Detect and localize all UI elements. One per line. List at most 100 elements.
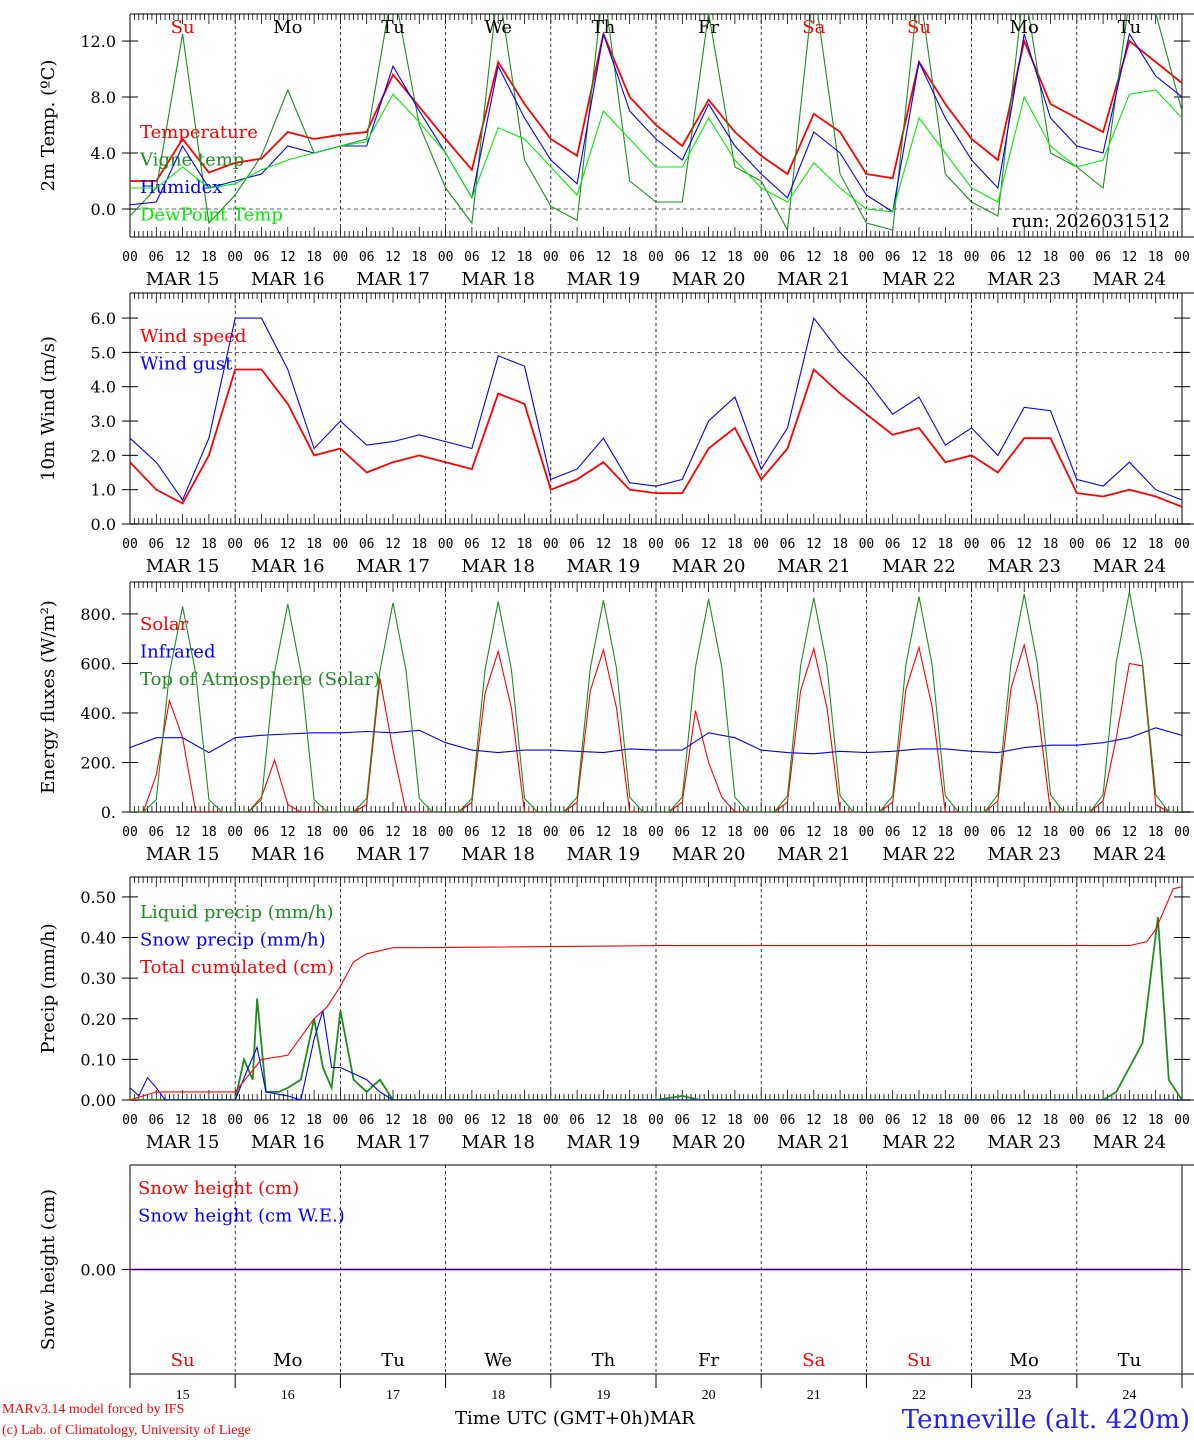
x-hour-label: 18 <box>832 825 848 840</box>
x-hour-label: 18 <box>727 537 743 552</box>
x-hour-label: 06 <box>990 825 1006 840</box>
weekday-label: Su <box>171 1350 195 1371</box>
series-line-temperature <box>130 31 1182 182</box>
x-hour-label: 00 <box>964 250 980 265</box>
x-hour-label: 06 <box>674 1113 690 1128</box>
x-hour-label: 12 <box>1016 537 1032 552</box>
x-date-label: MAR 24 <box>1093 844 1167 865</box>
x-hour-label: 06 <box>1095 250 1111 265</box>
x-hour-label: 00 <box>227 825 243 840</box>
y-tick-label: 0. <box>101 803 116 822</box>
y-tick-label: 0.40 <box>80 929 116 948</box>
x-hour-label: 12 <box>911 250 927 265</box>
panel-5: 0.00 Snow height (cm) Snow height (cm) Snow… <box>38 1164 1194 1403</box>
y-axis-label: Snow height (cm) <box>38 1189 59 1350</box>
weekday-label: Su <box>171 17 195 38</box>
x-hour-label: 06 <box>780 537 796 552</box>
x-hour-label: 12 <box>701 537 717 552</box>
x-hour-label: 12 <box>175 250 191 265</box>
x-hour-label: 12 <box>385 1113 401 1128</box>
x-date-label: MAR 24 <box>1093 269 1167 290</box>
x-date-label: MAR 16 <box>251 844 325 865</box>
x-date-label: MAR 15 <box>146 269 220 290</box>
x-date-label: MAR 20 <box>672 844 746 865</box>
x-hour-label: 12 <box>385 250 401 265</box>
x-hour-label: 18 <box>832 1113 848 1128</box>
x-hour-label: 00 <box>438 825 454 840</box>
x-date-label: MAR 18 <box>461 844 535 865</box>
x-hour-label: 00 <box>859 250 875 265</box>
x-hour-label: 12 <box>1016 250 1032 265</box>
x-date-label: MAR 22 <box>882 1132 956 1153</box>
x-date-label: MAR 19 <box>567 1132 641 1153</box>
x-hour-label: 00 <box>964 537 980 552</box>
x-hour-label: 06 <box>885 1113 901 1128</box>
panel-1: 0.04.08.012.02m Temp. (ºC) TemperatureVig… <box>38 13 1194 290</box>
x-date-label: MAR 23 <box>987 556 1061 577</box>
x-date-label: MAR 24 <box>1093 556 1167 577</box>
x-hour-label: 18 <box>1043 250 1059 265</box>
x-hour-label: 00 <box>648 250 664 265</box>
day-number-label: 22 <box>912 1388 926 1403</box>
x-date-label: MAR 24 <box>1093 1132 1167 1153</box>
x-hour-label: 12 <box>701 250 717 265</box>
series-line-total-cumulated-cm- <box>130 886 1182 1100</box>
x-hour-label: 00 <box>1069 1113 1085 1128</box>
x-hour-label: 06 <box>885 537 901 552</box>
x-hour-label: 12 <box>1122 1113 1138 1128</box>
x-date-label: MAR 19 <box>567 269 641 290</box>
x-hour-label: 18 <box>1043 537 1059 552</box>
weekday-label: Mo <box>1010 1350 1039 1371</box>
x-hour-label: 12 <box>175 825 191 840</box>
y-tick-label: 1.0 <box>91 481 116 500</box>
x-date-label: MAR 22 <box>882 269 956 290</box>
y-tick-label: 800. <box>80 605 116 624</box>
x-hour-label: 12 <box>806 250 822 265</box>
x-hour-label: 18 <box>306 537 322 552</box>
y-axis-label: Precip (mm/h) <box>38 923 59 1053</box>
series-line-snow-precip-mm-h- <box>130 1010 1182 1100</box>
x-hour-label: 00 <box>1069 250 1085 265</box>
x-hour-label: 18 <box>411 1113 427 1128</box>
weekday-label: Fr <box>698 1350 719 1371</box>
x-date-label: MAR 18 <box>461 556 535 577</box>
x-hour-label: 06 <box>464 250 480 265</box>
x-hour-label: 12 <box>1016 825 1032 840</box>
x-date-label: MAR 22 <box>882 556 956 577</box>
x-hour-label: 06 <box>148 250 164 265</box>
x-date-label: MAR 20 <box>672 556 746 577</box>
x-hour-label: 00 <box>122 537 138 552</box>
y-tick-label: 5.0 <box>91 343 116 362</box>
x-date-label: MAR 21 <box>777 844 851 865</box>
x-hour-label: 06 <box>885 825 901 840</box>
x-hour-label: 18 <box>727 250 743 265</box>
y-tick-label: 8.0 <box>91 88 116 107</box>
x-hour-label: 12 <box>385 825 401 840</box>
x-hour-label: 12 <box>175 537 191 552</box>
x-hour-label: 18 <box>727 1113 743 1128</box>
x-hour-label: 06 <box>674 250 690 265</box>
x-hour-label: 00 <box>333 250 349 265</box>
legend-entry: DewPoint Temp <box>140 205 283 226</box>
x-hour-label: 00 <box>543 250 559 265</box>
series-line-top-of-atmosphere-solar- <box>130 591 1182 812</box>
x-date-label: MAR 23 <box>987 844 1061 865</box>
x-hour-label: 18 <box>1148 825 1164 840</box>
x-hour-label: 00 <box>1174 825 1190 840</box>
y-axis-label: 10m Wind (m/s) <box>38 336 59 481</box>
panel-2: 0.0 1.0 2.0 3.0 4.0 5.0 6.0 10m Wind (m/s) Wind … <box>38 292 1194 577</box>
x-hour-label: 18 <box>306 825 322 840</box>
x-hour-label: 06 <box>990 250 1006 265</box>
x-hour-label: 06 <box>569 537 585 552</box>
x-hour-label: 00 <box>964 825 980 840</box>
x-date-label: MAR 17 <box>356 556 430 577</box>
day-number-label: 15 <box>176 1388 190 1403</box>
x-hour-label: 00 <box>1069 537 1085 552</box>
x-hour-label: 18 <box>306 1113 322 1128</box>
x-hour-label: 18 <box>517 250 533 265</box>
lab-credit: (c) Lab. of Climatology, University of L… <box>2 1423 251 1438</box>
x-hour-label: 12 <box>806 537 822 552</box>
y-tick-label: 0.0 <box>91 200 116 219</box>
x-hour-label: 06 <box>780 1113 796 1128</box>
